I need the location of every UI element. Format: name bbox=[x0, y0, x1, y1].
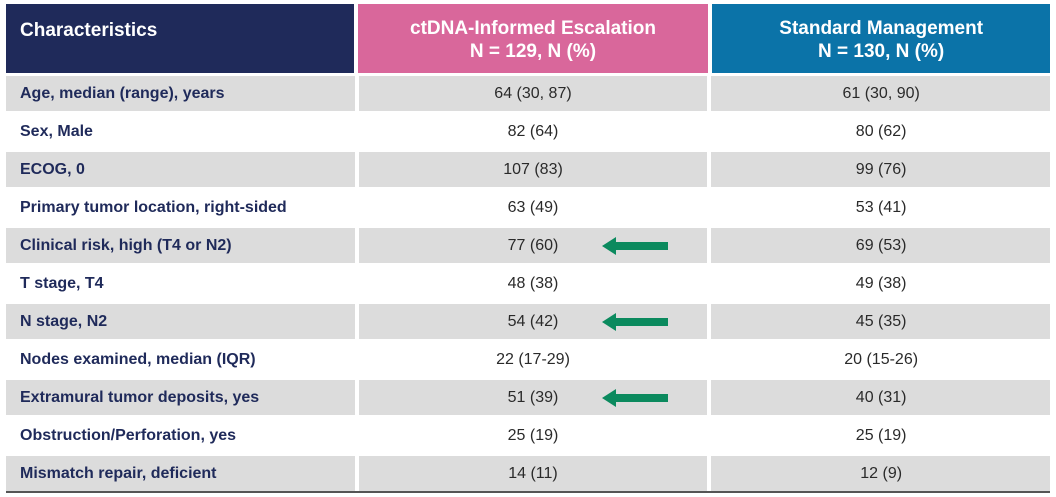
column-divider bbox=[707, 228, 711, 263]
escalation-cell: 63 (49) bbox=[358, 199, 709, 217]
escalation-value: 107 (83) bbox=[503, 160, 563, 178]
escalation-value: 14 (11) bbox=[508, 464, 558, 482]
escalation-cell: 14 (11) bbox=[358, 465, 709, 483]
standard-value: 53 (41) bbox=[855, 198, 907, 216]
standard-value: 25 (19) bbox=[855, 426, 907, 444]
left-arrow-icon bbox=[601, 236, 668, 255]
row-label: Clinical risk, high (T4 or N2) bbox=[20, 236, 232, 254]
column-divider bbox=[355, 418, 359, 453]
header-standard-title: Standard Management bbox=[779, 18, 984, 39]
column-divider bbox=[355, 76, 359, 111]
standard-value: 99 (76) bbox=[855, 160, 907, 178]
escalation-value: 48 (38) bbox=[507, 274, 559, 292]
standard-value: 40 (31) bbox=[855, 388, 907, 406]
escalation-cell: 48 (38) bbox=[358, 275, 709, 293]
column-divider bbox=[707, 76, 711, 111]
standard-value: 69 (53) bbox=[855, 236, 907, 254]
column-divider bbox=[707, 114, 711, 149]
table-row: Obstruction/Perforation, yes 25 (19) 25 (1… bbox=[6, 415, 1050, 453]
table-row: Sex, Male 82 (64) 80 (62) bbox=[6, 111, 1050, 149]
table-header: Characteristics ctDNA-Informed Escalatio… bbox=[6, 4, 1050, 73]
standard-value: 49 (38) bbox=[855, 274, 907, 292]
column-divider bbox=[355, 266, 359, 301]
escalation-value: 51 (39) bbox=[507, 388, 559, 406]
standard-value: 61 (30, 90) bbox=[842, 84, 920, 102]
column-divider bbox=[355, 228, 359, 263]
column-divider bbox=[707, 456, 711, 491]
column-divider bbox=[707, 342, 711, 377]
table-row: Primary tumor location, right-sided 63 (4… bbox=[6, 187, 1050, 225]
escalation-value: 77 (60) bbox=[507, 236, 559, 254]
header-standard-n: N = 130, N (%) bbox=[818, 41, 945, 62]
column-divider bbox=[355, 380, 359, 415]
column-divider bbox=[707, 266, 711, 301]
column-divider bbox=[707, 418, 711, 453]
bottom-rule bbox=[6, 491, 1050, 493]
escalation-cell: 25 (19) bbox=[358, 427, 709, 445]
escalation-value: 22 (17-29) bbox=[496, 350, 570, 368]
table-row: Clinical risk, high (T4 or N2) 77 (60) 69 … bbox=[6, 225, 1050, 263]
column-divider bbox=[707, 380, 711, 415]
standard-value: 45 (35) bbox=[855, 312, 907, 330]
row-label: T stage, T4 bbox=[20, 274, 104, 292]
table-row: Nodes examined, median (IQR) 22 (17-29) 20… bbox=[6, 339, 1050, 377]
table-row: ECOG, 0 107 (83) 99 (76) bbox=[6, 149, 1050, 187]
escalation-value: 54 (42) bbox=[507, 312, 559, 330]
header-escalation: ctDNA-Informed Escalation N = 129, N (%) bbox=[357, 4, 709, 73]
row-label: Mismatch repair, deficient bbox=[20, 464, 217, 482]
escalation-value: 64 (30, 87) bbox=[494, 84, 572, 102]
escalation-cell: 22 (17-29) bbox=[358, 351, 709, 369]
header-characteristics: Characteristics bbox=[6, 4, 354, 73]
column-divider bbox=[707, 190, 711, 225]
row-label: Nodes examined, median (IQR) bbox=[20, 350, 256, 368]
header-escalation-n: N = 129, N (%) bbox=[469, 41, 597, 62]
column-divider bbox=[355, 152, 359, 187]
row-label: Sex, Male bbox=[20, 122, 93, 140]
table-row: Extramural tumor deposits, yes 51 (39) 40 … bbox=[6, 377, 1050, 415]
standard-value: 20 (15-26) bbox=[844, 350, 919, 368]
column-divider bbox=[707, 304, 711, 339]
escalation-value: 82 (64) bbox=[507, 122, 559, 140]
table-row: N stage, N2 54 (42) 45 (35) bbox=[6, 301, 1050, 339]
escalation-cell: 54 (42) bbox=[358, 312, 709, 331]
table-body: Age, median (range), years 64 (30, 87) 61 … bbox=[6, 73, 1050, 491]
column-divider bbox=[355, 342, 359, 377]
left-arrow-icon bbox=[601, 312, 668, 331]
characteristics-table: Characteristics ctDNA-Informed Escalatio… bbox=[6, 4, 1050, 491]
escalation-value: 25 (19) bbox=[507, 426, 559, 444]
standard-value: 80 (62) bbox=[855, 122, 907, 140]
table-row: T stage, T4 48 (38) 49 (38) bbox=[6, 263, 1050, 301]
escalation-cell: 77 (60) bbox=[358, 236, 709, 255]
column-divider bbox=[355, 114, 359, 149]
row-label: N stage, N2 bbox=[20, 312, 108, 330]
escalation-cell: 82 (64) bbox=[358, 123, 709, 141]
header-escalation-title: ctDNA-Informed Escalation bbox=[410, 18, 656, 39]
left-arrow-icon bbox=[601, 388, 668, 407]
escalation-cell: 64 (30, 87) bbox=[358, 85, 709, 103]
column-divider bbox=[355, 456, 359, 491]
row-label: Age, median (range), years bbox=[20, 84, 225, 102]
escalation-value: 63 (49) bbox=[507, 198, 559, 216]
row-label: Extramural tumor deposits, yes bbox=[20, 388, 260, 406]
row-label: Primary tumor location, right-sided bbox=[20, 198, 287, 216]
table-row: Mismatch repair, deficient 14 (11) 12 (9) bbox=[6, 453, 1050, 491]
table-row: Age, median (range), years 64 (30, 87) 61 … bbox=[6, 73, 1050, 111]
column-divider bbox=[707, 152, 711, 187]
escalation-cell: 107 (83) bbox=[358, 161, 709, 179]
escalation-cell: 51 (39) bbox=[358, 388, 709, 407]
standard-value: 12 (9) bbox=[860, 464, 903, 482]
row-label: Obstruction/Perforation, yes bbox=[20, 426, 237, 444]
header-standard: Standard Management N = 130, N (%) bbox=[712, 4, 1050, 73]
row-label: ECOG, 0 bbox=[20, 160, 85, 178]
column-divider bbox=[355, 190, 359, 225]
column-divider bbox=[355, 304, 359, 339]
